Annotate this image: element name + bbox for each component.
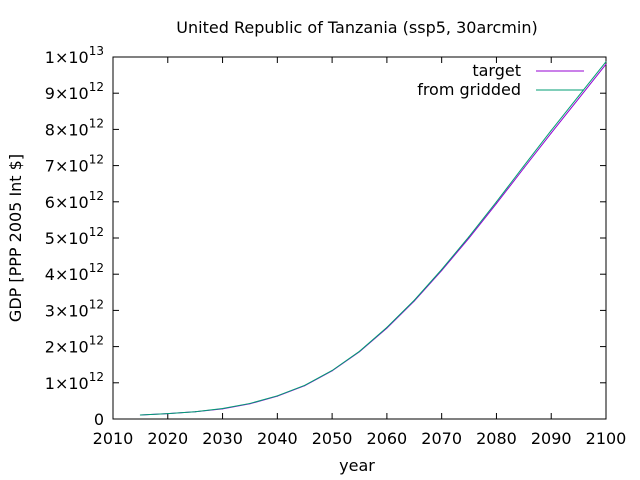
data-point [605, 63, 607, 65]
data-point [495, 201, 497, 203]
y-tick-label: 2×1012 [45, 334, 104, 357]
y-tick-mantissa: 1×10 [45, 48, 89, 67]
data-point [523, 167, 525, 169]
x-tick-label: 2060 [367, 429, 408, 448]
data-point [167, 413, 169, 415]
data-point [413, 299, 415, 301]
x-tick-label: 2090 [531, 429, 572, 448]
y-tick-mantissa: 7×10 [45, 157, 89, 176]
plot-frame [112, 56, 607, 420]
x-tick-label: 2010 [93, 429, 134, 448]
series-line [140, 61, 607, 416]
data-point [222, 408, 224, 410]
y-tick-exponent: 12 [89, 189, 104, 203]
y-tick-exponent: 12 [89, 153, 104, 167]
y-tick-exponent: 12 [89, 80, 104, 94]
data-point [468, 236, 470, 238]
x-tick-label: 2100 [586, 429, 627, 448]
y-tick-label: 7×1012 [45, 153, 104, 176]
y-tick-label: 8×1012 [45, 116, 104, 139]
data-point [276, 395, 278, 397]
data-point [359, 350, 360, 352]
legend-label: target [472, 61, 521, 80]
y-tick-label: 5×1012 [45, 225, 104, 248]
y-tick-label: 0 [94, 410, 104, 429]
data-point [605, 61, 607, 63]
legend-label: from gridded [417, 80, 521, 99]
y-tick-label: 3×1012 [45, 297, 104, 320]
x-tick-label: 2020 [147, 429, 188, 448]
data-point [578, 98, 580, 100]
y-tick-mantissa: 8×10 [45, 120, 89, 139]
series-line [140, 63, 607, 416]
data-point [331, 369, 333, 371]
series-layer [139, 61, 607, 416]
y-tick-exponent: 12 [89, 116, 104, 130]
y-tick-label: 4×1012 [45, 261, 104, 284]
y-tick-exponent: 12 [89, 261, 104, 275]
x-axis-label: year [339, 456, 375, 475]
y-axis: 01×10122×10123×10124×10125×10126×10127×1… [45, 44, 606, 429]
data-point [495, 203, 497, 205]
y-tick-mantissa: 6×10 [45, 193, 89, 212]
series-target [139, 63, 607, 416]
y-tick-mantissa: 4×10 [45, 265, 89, 284]
y-tick-exponent: 12 [89, 297, 104, 311]
y-tick-mantissa: 5×10 [45, 229, 89, 248]
y-tick-exponent: 12 [89, 370, 104, 384]
series-from-gridded [139, 61, 607, 416]
data-point [578, 95, 580, 97]
data-point [139, 414, 141, 416]
x-tick-label: 2070 [421, 429, 462, 448]
data-point [194, 411, 196, 413]
chart-title: United Republic of Tanzania (ssp5, 30arc… [176, 18, 537, 37]
data-point [550, 132, 552, 134]
data-point [249, 402, 251, 404]
x-tick-label: 2080 [476, 429, 517, 448]
data-point [468, 237, 470, 239]
y-axis-label: GDP [PPP 2005 Int $] [6, 154, 25, 322]
y-tick-exponent: 12 [89, 334, 104, 348]
y-tick-label: 1×1012 [45, 370, 104, 393]
data-point [523, 165, 525, 167]
y-tick-mantissa: 2×10 [45, 338, 89, 357]
y-tick-mantissa: 1×10 [45, 374, 89, 393]
y-tick-exponent: 13 [89, 44, 104, 58]
y-tick-mantissa: 9×10 [45, 84, 89, 103]
data-point [550, 129, 552, 131]
x-tick-label: 2030 [202, 429, 243, 448]
data-point [441, 268, 443, 270]
x-axis: 2010 2020 2030 2040 2050 2060 2070 2080 2090 2100 [93, 57, 627, 448]
y-tick-exponent: 12 [89, 225, 104, 239]
y-tick-label: 6×1012 [45, 189, 104, 212]
y-tick-label: 1×1013 [45, 44, 104, 67]
x-tick-label: 2040 [257, 429, 298, 448]
data-point [386, 326, 388, 328]
y-tick-mantissa: 0 [94, 410, 104, 429]
y-tick-mantissa: 3×10 [45, 301, 89, 320]
data-point [304, 384, 306, 386]
y-tick-label: 9×1012 [45, 80, 104, 103]
x-tick-label: 2050 [312, 429, 353, 448]
